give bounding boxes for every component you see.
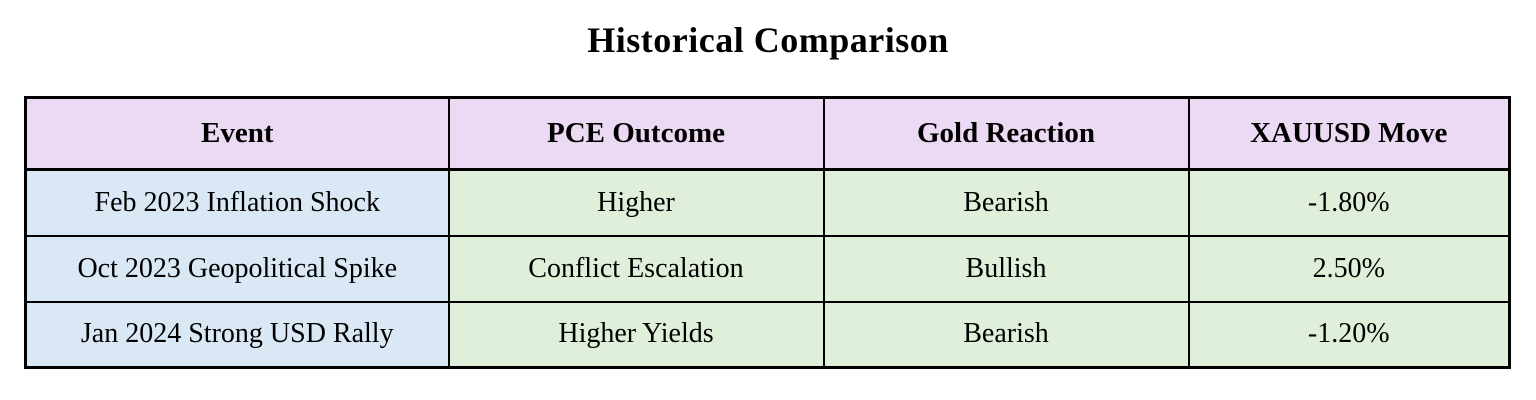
column-header-xauusd-move: XAUUSD Move — [1187, 96, 1511, 171]
cell-gold-reaction: Bearish — [822, 300, 1190, 369]
cell-xauusd-move: 2.50% — [1187, 234, 1511, 303]
cell-event: Oct 2023 Geopolitical Spike — [24, 234, 450, 303]
cell-pce-outcome: Higher Yields — [447, 300, 825, 369]
cell-xauusd-move: -1.80% — [1187, 168, 1511, 237]
table-header-row: Event PCE Outcome Gold Reaction XAUUSD M… — [24, 96, 1511, 171]
cell-xauusd-move: -1.20% — [1187, 300, 1511, 369]
cell-pce-outcome: Higher — [447, 168, 825, 237]
column-header-event: Event — [24, 96, 450, 171]
cell-pce-outcome: Conflict Escalation — [447, 234, 825, 303]
cell-gold-reaction: Bearish — [822, 168, 1190, 237]
table-row: Feb 2023 Inflation Shock Higher Bearish … — [24, 168, 1511, 237]
historical-comparison-table: Event PCE Outcome Gold Reaction XAUUSD M… — [24, 96, 1511, 369]
cell-gold-reaction: Bullish — [822, 234, 1190, 303]
cell-event: Feb 2023 Inflation Shock — [24, 168, 450, 237]
column-header-gold-reaction: Gold Reaction — [822, 96, 1190, 171]
chart-title: Historical Comparison — [587, 20, 949, 60]
column-header-pce-outcome: PCE Outcome — [447, 96, 825, 171]
table-row: Oct 2023 Geopolitical Spike Conflict Esc… — [24, 234, 1511, 303]
cell-event: Jan 2024 Strong USD Rally — [24, 300, 450, 369]
table-row: Jan 2024 Strong USD Rally Higher Yields … — [24, 300, 1511, 369]
